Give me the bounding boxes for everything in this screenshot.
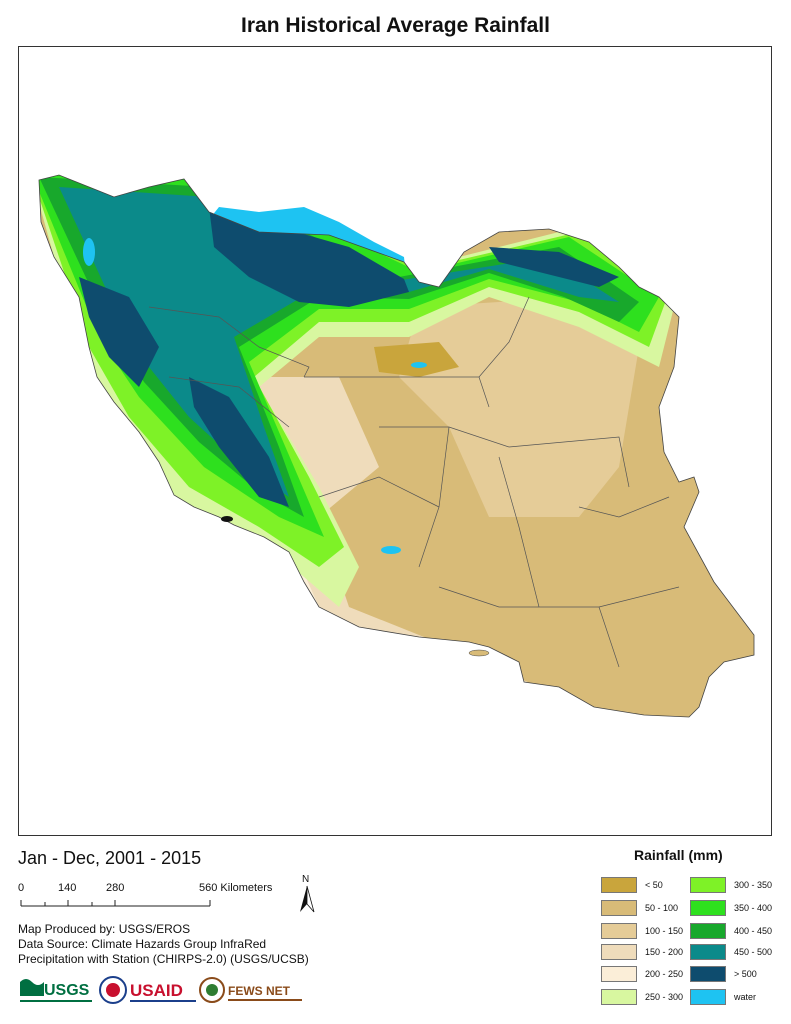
- scale-label-0: 0: [18, 882, 25, 894]
- iran-rainfall-map: [38, 174, 755, 718]
- band-100-150: [399, 297, 639, 517]
- legend-swatch: [690, 923, 726, 939]
- legend-swatch: [601, 966, 637, 982]
- legend-item-300-350: 300 - 350: [690, 877, 772, 893]
- north-arrow-icon: [300, 885, 315, 913]
- legend-item-350-400: 350 - 400: [690, 900, 772, 916]
- lake-urmia: [83, 238, 95, 266]
- legend-item-250-300: 250 - 300: [601, 989, 683, 1005]
- map-title: Iran Historical Average Rainfall: [241, 14, 550, 37]
- legend-item-under-50: < 50: [601, 877, 663, 893]
- legend-swatch: [690, 966, 726, 982]
- band-over-500-zagros: [189, 377, 289, 507]
- legend-item-50-100: 50 - 100: [601, 900, 678, 916]
- lake-namak: [411, 362, 427, 368]
- usaid-logo-graphic: USAID: [130, 981, 196, 1002]
- north-arrow-label: N: [302, 874, 310, 885]
- map-credits: Map Produced by: USGS/EROS Data Source: …: [18, 922, 309, 967]
- legend-swatch: [690, 944, 726, 960]
- province-borders: [148, 296, 680, 668]
- map-frame: [18, 46, 772, 836]
- legend-item-over-500: > 500: [690, 966, 757, 982]
- legend-swatch: [601, 989, 637, 1005]
- legend-label: > 500: [734, 969, 757, 979]
- band-450-500: [59, 187, 619, 497]
- legend-label: 200 - 250: [645, 969, 684, 979]
- legend-swatch: [601, 877, 637, 893]
- scale-label-140: 140: [58, 882, 77, 894]
- band-over-500-west: [79, 277, 159, 387]
- legend-swatch: [601, 923, 637, 939]
- legend-label: 300 - 350: [734, 880, 773, 890]
- legend-swatch: [690, 877, 726, 893]
- dry-base: [39, 175, 754, 717]
- lake-south: [381, 546, 401, 554]
- scale-label-560: 560 Kilometers: [199, 882, 273, 894]
- gulf-island: [468, 649, 490, 657]
- legend-label: < 50: [645, 880, 663, 890]
- time-period: Jan - Dec, 2001 - 2015: [18, 848, 202, 868]
- logo-strip: USGS USAID FEWS NET: [18, 974, 308, 1008]
- legend-item-450-500: 450 - 500: [690, 944, 772, 960]
- usgs-logo-text: USGS: [44, 982, 90, 999]
- seal-graphic: [99, 976, 127, 1004]
- legend-swatch: [690, 989, 726, 1005]
- legend-title: Rainfall (mm): [634, 847, 723, 863]
- usgs-logo-graphic: USGS: [20, 979, 92, 1002]
- legend-label: 450 - 500: [734, 947, 773, 957]
- legend-label: 150 - 200: [645, 947, 684, 957]
- legend-label: water: [734, 992, 757, 1002]
- credit-data-source: Data Source: Climate Hazards Group Infra…: [18, 937, 267, 951]
- legend-label: 100 - 150: [645, 926, 684, 936]
- legend-item-100-150: 100 - 150: [601, 923, 683, 939]
- iran-outline: [38, 174, 755, 718]
- legend-label: 250 - 300: [645, 992, 684, 1002]
- credit-produced-by: Map Produced by: USGS/EROS: [18, 922, 191, 936]
- legend-label: 350 - 400: [734, 903, 773, 913]
- fewsnet-logo-graphic: FEWS NET: [199, 977, 302, 1003]
- band-over-500-northeast: [489, 247, 619, 287]
- legend-item-water: water: [690, 989, 756, 1005]
- usgs-logo: USGS: [18, 974, 96, 1008]
- legend-label: 400 - 450: [734, 926, 773, 936]
- usaid-logo: USAID: [130, 974, 200, 1008]
- scale-bar: 0 140 280 560 Kilometers: [18, 878, 318, 918]
- legend-item-150-200: 150 - 200: [601, 944, 683, 960]
- legend-label: 50 - 100: [645, 903, 679, 913]
- legend-swatch: [601, 944, 637, 960]
- scale-label-280: 280: [106, 882, 125, 894]
- scale-bar-graphic: [20, 900, 211, 907]
- legend-swatch: [601, 900, 637, 916]
- credit-precipitation: Precipitation with Station (CHIRPS-2.0) …: [18, 952, 309, 966]
- usaid-logo-text: USAID: [130, 981, 183, 1000]
- legend-item-200-250: 200 - 250: [601, 966, 683, 982]
- band-under-50: [374, 342, 459, 377]
- dhs-seal: [98, 974, 128, 1008]
- legend-swatch: [690, 900, 726, 916]
- gulf-island-small: [221, 516, 233, 522]
- fewsnet-logo: FEWS NET: [198, 974, 308, 1008]
- north-arrow: N: [296, 874, 318, 914]
- fewsnet-logo-text: FEWS NET: [228, 984, 291, 998]
- legend-item-400-450: 400 - 450: [690, 923, 772, 939]
